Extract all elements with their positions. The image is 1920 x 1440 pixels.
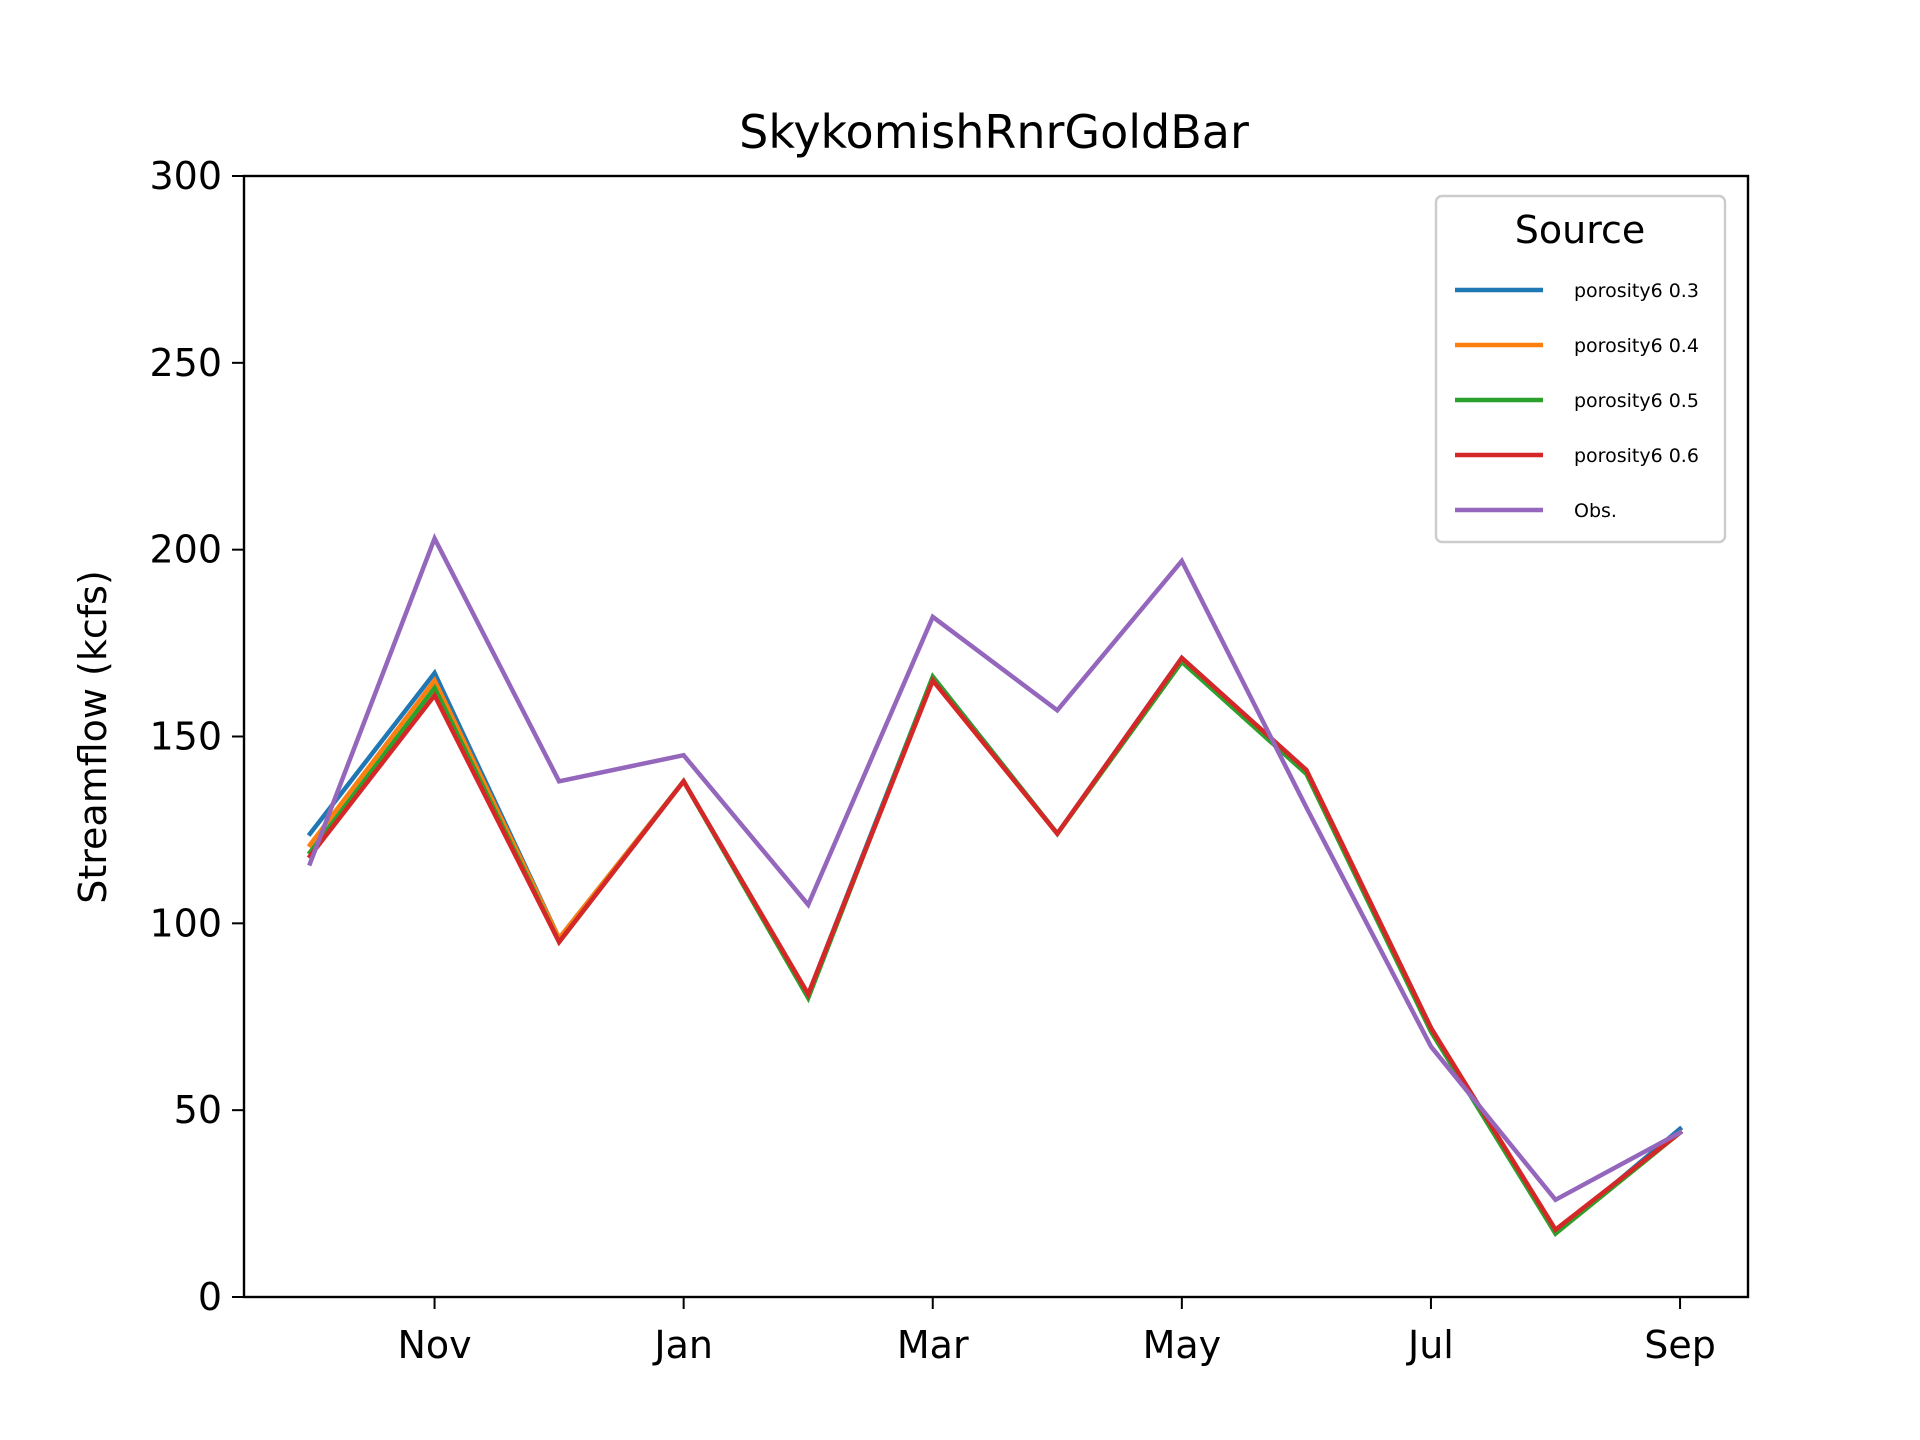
- legend-label: porosity6 0.5: [1574, 390, 1699, 412]
- series-line-5: [307, 532, 1684, 1203]
- chart-title: SkykomishRnrGoldBar: [739, 105, 1249, 159]
- legend-title: Source: [1515, 208, 1646, 252]
- x-tick-label: Sep: [1644, 1323, 1716, 1367]
- x-tick-label: Jan: [652, 1323, 713, 1367]
- legend-label: porosity6 0.4: [1574, 335, 1699, 357]
- x-axis: Nov Jan Mar May Jul Sep: [397, 1297, 1716, 1367]
- legend-label: porosity6 0.6: [1574, 445, 1699, 467]
- y-tick-label: 300: [149, 154, 222, 198]
- x-tick-label: Mar: [897, 1323, 969, 1367]
- y-tick-label: 100: [149, 901, 222, 945]
- y-tick-label: 0: [198, 1275, 222, 1319]
- series-layer: [306, 532, 1684, 1237]
- series-line-4: [306, 654, 1684, 1234]
- legend-items: porosity6 0.3 porosity6 0.4 porosity6 0.5 p…: [1455, 280, 1699, 522]
- y-tick-label: 50: [174, 1088, 222, 1132]
- y-axis-label: Streamflow (kcfs): [71, 570, 115, 904]
- y-tick-label: 250: [149, 341, 222, 385]
- legend-label: Obs.: [1574, 500, 1617, 522]
- y-tick-label: 150: [149, 715, 222, 759]
- x-tick-label: Jul: [1406, 1323, 1454, 1367]
- legend-label: porosity6 0.3: [1574, 280, 1699, 302]
- y-axis: 0 50 100 150 200 250 300: [149, 154, 244, 1319]
- y-tick-label: 200: [149, 528, 222, 572]
- x-tick-label: Nov: [397, 1323, 471, 1367]
- x-tick-label: May: [1143, 1323, 1222, 1367]
